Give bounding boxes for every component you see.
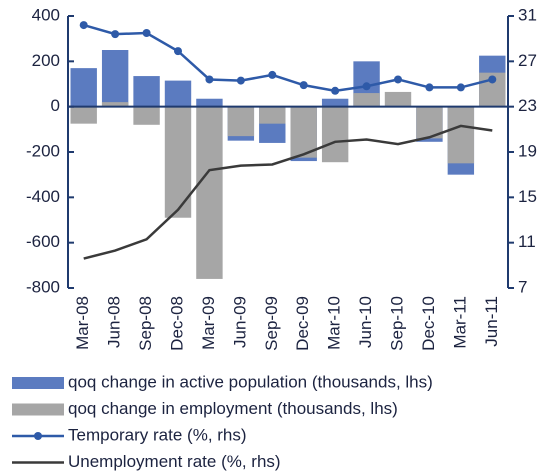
x-tick-label: Jun-10 <box>356 296 375 348</box>
legend-swatch <box>12 377 64 389</box>
bar <box>101 102 129 107</box>
x-tick-label: Mar-11 <box>450 296 469 349</box>
point <box>456 83 465 92</box>
y-tick-label: -200 <box>26 141 60 160</box>
bar <box>196 98 223 107</box>
x-tick-label: Jun-09 <box>230 296 249 348</box>
bar <box>321 106 349 163</box>
point <box>111 30 120 39</box>
point <box>299 81 308 90</box>
point <box>268 70 277 79</box>
point <box>425 83 434 92</box>
y-tick-label: 200 <box>32 51 60 70</box>
y-tick-label: 0 <box>51 96 60 115</box>
y2-tick-label: 27 <box>518 51 537 70</box>
legend-marker <box>34 432 42 440</box>
legend-label: Temporary rate (%, rhs) <box>68 425 247 444</box>
x-tick-label: Sep-10 <box>387 296 406 351</box>
bar <box>384 91 412 107</box>
bar <box>447 106 475 164</box>
y2-tick-label: 19 <box>518 141 537 160</box>
bar <box>70 106 97 124</box>
bar <box>353 93 380 107</box>
legend-label: Unemployment rate (%, rhs) <box>68 452 281 471</box>
y2-tick-label: 15 <box>518 187 537 206</box>
x-tick-label: Dec-10 <box>419 296 438 351</box>
y2-tick-label: 23 <box>518 96 537 115</box>
point <box>331 86 340 95</box>
point <box>394 75 402 84</box>
point <box>362 82 371 91</box>
bar <box>227 106 255 137</box>
legend-label: qoq change in active population (thousan… <box>68 372 433 391</box>
y2-tick-label: 7 <box>518 277 527 296</box>
bar <box>259 106 286 124</box>
x-tick-label: Jun-08 <box>105 296 124 348</box>
bar <box>321 98 349 107</box>
legend-swatch <box>12 403 64 416</box>
x-tick-label: Sep-09 <box>262 296 281 351</box>
bar <box>196 106 223 279</box>
point <box>236 76 245 85</box>
bar <box>164 80 192 107</box>
point <box>488 75 497 84</box>
y-tick-label: -400 <box>26 187 60 206</box>
x-tick-label: Jun-11 <box>482 296 501 347</box>
point <box>142 29 151 37</box>
point <box>174 47 182 56</box>
y-tick-label: -600 <box>26 232 60 251</box>
x-tick-label: Sep-08 <box>136 296 155 351</box>
x-tick-label: Dec-08 <box>167 296 186 351</box>
bar <box>133 106 160 125</box>
line <box>83 23 493 93</box>
x-tick-label: Mar-08 <box>73 296 92 350</box>
bar <box>133 76 160 107</box>
bar <box>164 106 192 218</box>
bar <box>101 50 129 107</box>
y-tick-label: -800 <box>26 277 60 296</box>
y2-tick-label: 11 <box>518 232 536 251</box>
bar <box>70 68 97 107</box>
line <box>83 124 493 260</box>
y-tick-label: 400 <box>32 5 60 24</box>
legend-label: qoq change in employment (thousands, lhs… <box>68 399 398 418</box>
y2-tick-label: 31 <box>518 5 537 24</box>
x-tick-label: Dec-09 <box>293 296 312 351</box>
x-tick-label: Mar-10 <box>325 296 344 350</box>
point <box>79 21 88 30</box>
x-tick-label: Mar-09 <box>199 296 218 350</box>
bar <box>290 106 317 158</box>
point <box>205 75 214 84</box>
